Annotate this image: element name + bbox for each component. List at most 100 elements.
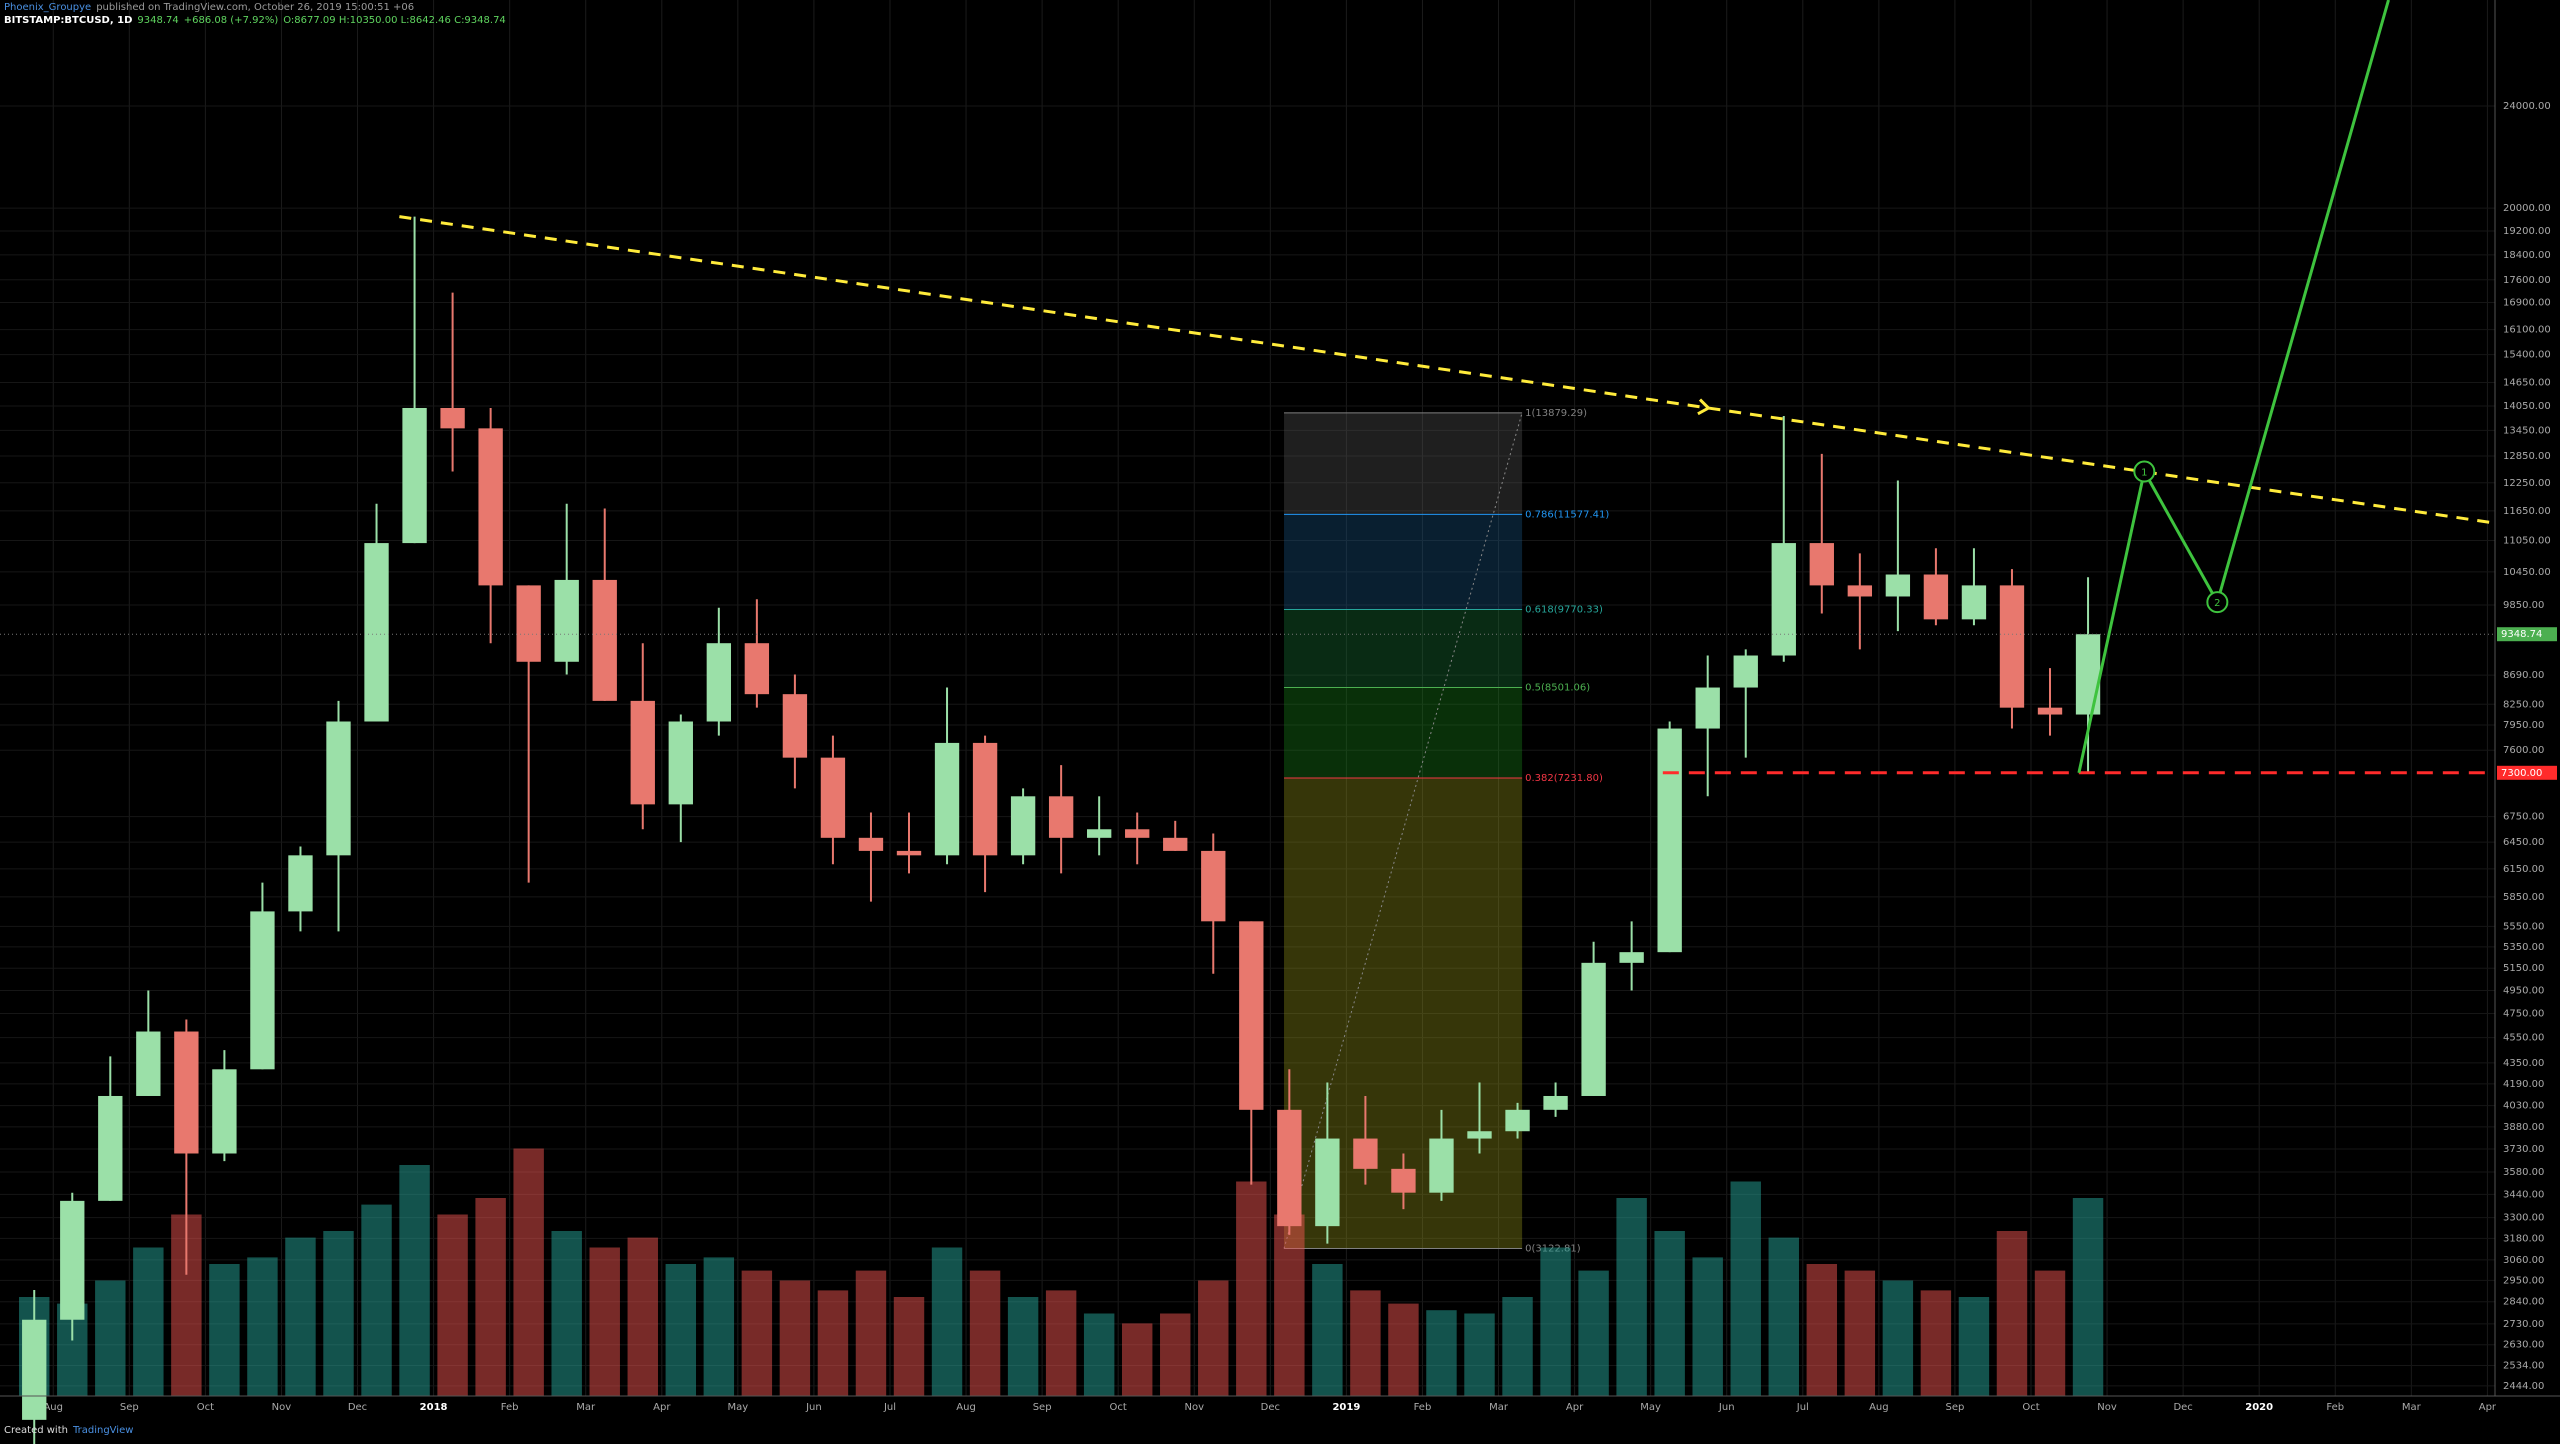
x-tick-label: Sep	[120, 1402, 139, 1413]
x-tick-label: Jul	[883, 1402, 896, 1413]
x-tick-label: May	[1640, 1402, 1661, 1413]
x-tick-label: Apr	[653, 1402, 671, 1413]
price-label-bg	[2497, 765, 2557, 780]
x-tick-label: Oct	[2022, 1402, 2039, 1413]
y-tick-label: 11050.00	[2503, 536, 2551, 547]
volume-bar	[1882, 1280, 1914, 1396]
volume-bar	[1920, 1290, 1952, 1396]
volume-bar	[1083, 1313, 1115, 1396]
fib-label: 0.382(7231.80)	[1525, 773, 1603, 784]
symbol-legend: BITSTAMP:BTCUSD, 1D 9348.74 +686.08 (+7.92…	[4, 15, 511, 26]
x-tick-label: Jun	[1718, 1402, 1735, 1413]
volume-bar	[1426, 1310, 1457, 1396]
publish-line: Phoenix_Groupye published on TradingView.…	[4, 2, 419, 13]
y-tick-label: 6450.00	[2503, 837, 2544, 848]
candle-body	[1505, 1109, 1530, 1132]
x-tick-label: Oct	[197, 1402, 214, 1413]
volume-bar	[1654, 1231, 1685, 1396]
candle-body	[1923, 574, 1949, 620]
y-tick-label: 14650.00	[2503, 378, 2551, 389]
candle-body	[212, 1069, 237, 1154]
fib-label: 0.786(11577.41)	[1525, 509, 1609, 520]
x-tick-label: Dec	[1261, 1402, 1280, 1413]
candle-body	[364, 543, 389, 722]
fib-band	[1284, 412, 1523, 515]
y-tick-label: 4950.00	[2503, 985, 2544, 996]
author[interactable]: Phoenix_Groupye	[4, 2, 92, 13]
y-tick-label: 6750.00	[2503, 812, 2544, 823]
candle-body	[630, 700, 655, 805]
candle-body	[22, 1319, 47, 1420]
y-tick-label: 2630.00	[2503, 1340, 2544, 1351]
x-tick-label: Dec	[2173, 1402, 2192, 1413]
volume-bar	[2072, 1198, 2104, 1396]
candle-body	[858, 837, 884, 851]
candle-body	[1543, 1095, 1568, 1110]
volume-bar	[513, 1148, 544, 1396]
volume-bar	[589, 1247, 620, 1396]
y-tick-label: 2730.00	[2503, 1319, 2544, 1330]
last-price-label: 9348.74	[2501, 629, 2542, 640]
x-tick-label: Aug	[1869, 1402, 1889, 1413]
y-tick-label: 3300.00	[2503, 1213, 2544, 1224]
x-tick-label: 2020	[2245, 1402, 2273, 1413]
volume-bar	[551, 1231, 582, 1396]
volume-bar	[133, 1247, 164, 1396]
x-tick-label: Oct	[1110, 1402, 1127, 1413]
volume-bar	[2034, 1270, 2066, 1396]
volume-bar	[1045, 1290, 1077, 1396]
candle-body	[1467, 1131, 1492, 1139]
volume-bar	[1730, 1181, 1761, 1396]
candle-body	[326, 721, 351, 856]
price-label-bg	[2497, 627, 2557, 642]
x-tick-label: Nov	[272, 1402, 292, 1413]
trend-arrow	[1697, 398, 1711, 416]
fib-band	[1284, 609, 1523, 688]
volume-bar	[247, 1257, 278, 1396]
candle-body	[1847, 585, 1873, 597]
x-tick-label: Aug	[43, 1402, 63, 1413]
y-tick-label: 24000.00	[2503, 101, 2551, 112]
symbol: BITSTAMP:BTCUSD, 1D	[4, 15, 133, 26]
volume-bar	[1236, 1181, 1267, 1396]
y-tick-label: 4350.00	[2503, 1058, 2544, 1069]
wave-label: 1	[2141, 467, 2147, 478]
y-tick-label: 20000.00	[2503, 203, 2551, 214]
candle-body	[554, 579, 579, 662]
candle-body	[98, 1095, 123, 1201]
y-tick-label: 2840.00	[2503, 1297, 2544, 1308]
x-tick-label: 2019	[1332, 1402, 1360, 1413]
y-tick-label: 5550.00	[2503, 921, 2544, 932]
candle-body	[1277, 1109, 1302, 1227]
candle-body	[1315, 1138, 1340, 1227]
y-tick-label: 15400.00	[2503, 350, 2551, 361]
y-tick-label: 3880.00	[2503, 1122, 2544, 1133]
y-tick-label: 13450.00	[2503, 425, 2551, 436]
volume-bar	[1502, 1297, 1533, 1396]
x-tick-label: 2018	[420, 1402, 448, 1413]
ohlc: O:8677.09 H:10350.00 L:8642.46 C:9348.74	[283, 15, 506, 26]
candle-body	[1809, 543, 1834, 586]
x-tick-label: Sep	[1033, 1402, 1052, 1413]
candle-body	[1581, 962, 1606, 1096]
volume-bar	[1616, 1198, 1647, 1396]
x-tick-label: Feb	[501, 1402, 519, 1413]
publish-info: published on TradingView.com, October 26…	[96, 2, 415, 13]
x-tick-label: Feb	[1414, 1402, 1432, 1413]
y-tick-label: 17600.00	[2503, 275, 2551, 286]
y-tick-label: 7950.00	[2503, 720, 2544, 731]
volume-bar	[779, 1280, 811, 1396]
candle-body	[668, 721, 693, 805]
brand[interactable]: TradingView	[72, 1425, 134, 1436]
candle-body	[1163, 837, 1188, 851]
y-tick-label: 3580.00	[2503, 1167, 2544, 1178]
candle-body	[744, 643, 770, 695]
x-tick-label: Dec	[348, 1402, 367, 1413]
y-tick-label: 4190.00	[2503, 1079, 2544, 1090]
candle-body	[1239, 921, 1264, 1110]
y-tick-label: 19200.00	[2503, 226, 2551, 237]
y-tick-label: 5150.00	[2503, 963, 2544, 974]
candle-body	[896, 850, 922, 856]
wave-marker	[2133, 460, 2156, 483]
